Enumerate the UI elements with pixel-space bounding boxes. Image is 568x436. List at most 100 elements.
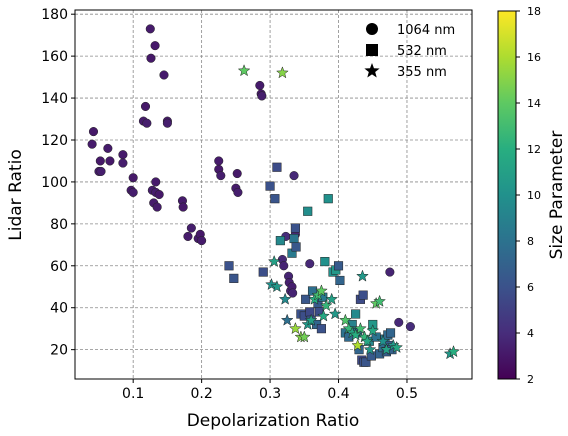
point-circle	[142, 118, 152, 128]
point-star	[297, 330, 311, 343]
point-square	[385, 328, 396, 338]
point-circle	[146, 53, 156, 63]
point-circle	[186, 223, 196, 233]
point-star	[356, 269, 369, 282]
legend-entry: 355 nm	[364, 63, 447, 80]
y-tick-label: 60	[50, 259, 68, 275]
point-circle	[289, 171, 299, 181]
x-tick-label: 0.3	[259, 386, 281, 402]
colorbar-tick-label: 12	[527, 143, 541, 156]
point-circle	[214, 156, 224, 166]
point-star	[351, 338, 365, 351]
point-circle	[255, 80, 265, 91]
y-tick-label: 40	[50, 301, 68, 317]
colorbar-tick-label: 10	[527, 189, 541, 202]
point-star	[315, 284, 328, 297]
point-circle	[118, 150, 128, 160]
point-circle	[105, 156, 115, 166]
point-star	[237, 64, 251, 77]
x-axis-title: Depolarization Ratio	[187, 411, 360, 431]
point-square	[301, 294, 311, 304]
point-star	[276, 66, 289, 79]
point-circle	[152, 202, 162, 212]
point-star	[447, 345, 460, 358]
point-circle	[405, 322, 415, 332]
point-square	[320, 257, 330, 267]
point-circle	[232, 168, 242, 179]
point-square	[333, 261, 344, 271]
point-square	[224, 261, 234, 271]
point-circle	[257, 91, 267, 101]
legend-label: 532 nm	[397, 44, 447, 59]
point-circle	[394, 317, 404, 327]
point-star	[304, 313, 318, 326]
point-circle	[140, 101, 151, 111]
y-axis-title: Lidar Ratio	[6, 149, 26, 240]
point-circle	[178, 202, 188, 212]
point-circle	[197, 236, 207, 246]
point-square	[335, 275, 345, 286]
point-square	[229, 273, 239, 283]
y-tick-label: 100	[41, 175, 68, 191]
point-star	[366, 324, 380, 337]
point-square	[265, 181, 275, 191]
point-star	[319, 298, 333, 312]
point-circle	[151, 177, 161, 187]
y-tick-label: 120	[41, 133, 68, 149]
point-circle	[128, 173, 138, 183]
point-star	[349, 328, 363, 341]
point-square	[290, 223, 300, 233]
point-square	[371, 332, 381, 342]
point-circle	[305, 259, 315, 269]
point-star	[363, 342, 377, 356]
point-circle	[216, 171, 226, 181]
point-circle	[288, 288, 298, 298]
point-square	[305, 307, 315, 317]
colorbar-ticks: 2 4 6 8 10 12 14 16 18	[516, 5, 541, 386]
point-star	[328, 307, 342, 320]
point-circle	[95, 156, 105, 166]
point-circle	[87, 139, 97, 149]
point-star	[317, 309, 330, 322]
legend-label: 355 nm	[397, 65, 447, 80]
point-square	[361, 357, 371, 367]
colorbar-tick-label: 4	[527, 327, 534, 340]
legend-entry: 1064 nm	[366, 23, 455, 38]
y-tick-label: 180	[41, 7, 68, 23]
y-tick-label: 140	[41, 91, 68, 107]
point-circle	[159, 70, 169, 80]
data-points	[87, 24, 460, 367]
legend-marker-circle	[366, 23, 378, 35]
point-square	[307, 286, 318, 296]
point-star	[265, 277, 278, 291]
point-star	[289, 321, 302, 335]
point-circle	[150, 41, 160, 51]
point-star	[278, 292, 292, 305]
grid	[75, 10, 472, 379]
point-square	[270, 194, 280, 204]
axis-ticks: 0.1 0.2 0.3 0.4 0.5 20 40 60 80 100 120 140 160 180	[41, 7, 418, 402]
point-circle	[279, 261, 289, 271]
point-star	[360, 334, 374, 347]
point-star	[338, 313, 352, 326]
point-square	[303, 206, 313, 216]
point-star	[376, 334, 390, 347]
y-tick-label: 20	[50, 343, 68, 359]
point-circle	[103, 143, 113, 153]
point-circle	[88, 127, 99, 137]
point-square	[258, 267, 268, 277]
x-tick-label: 0.4	[327, 386, 349, 402]
point-square	[275, 236, 285, 246]
point-star	[390, 340, 404, 353]
point-square	[358, 290, 368, 300]
point-square	[316, 324, 326, 334]
colorbar-tick-label: 14	[527, 97, 541, 110]
x-tick-label: 0.2	[190, 386, 212, 402]
point-square	[323, 194, 333, 204]
point-star	[267, 254, 281, 268]
point-circle	[118, 158, 128, 168]
x-tick-label: 0.1	[122, 386, 144, 402]
colorbar-tick-label: 2	[527, 373, 534, 386]
point-circle	[183, 231, 193, 241]
